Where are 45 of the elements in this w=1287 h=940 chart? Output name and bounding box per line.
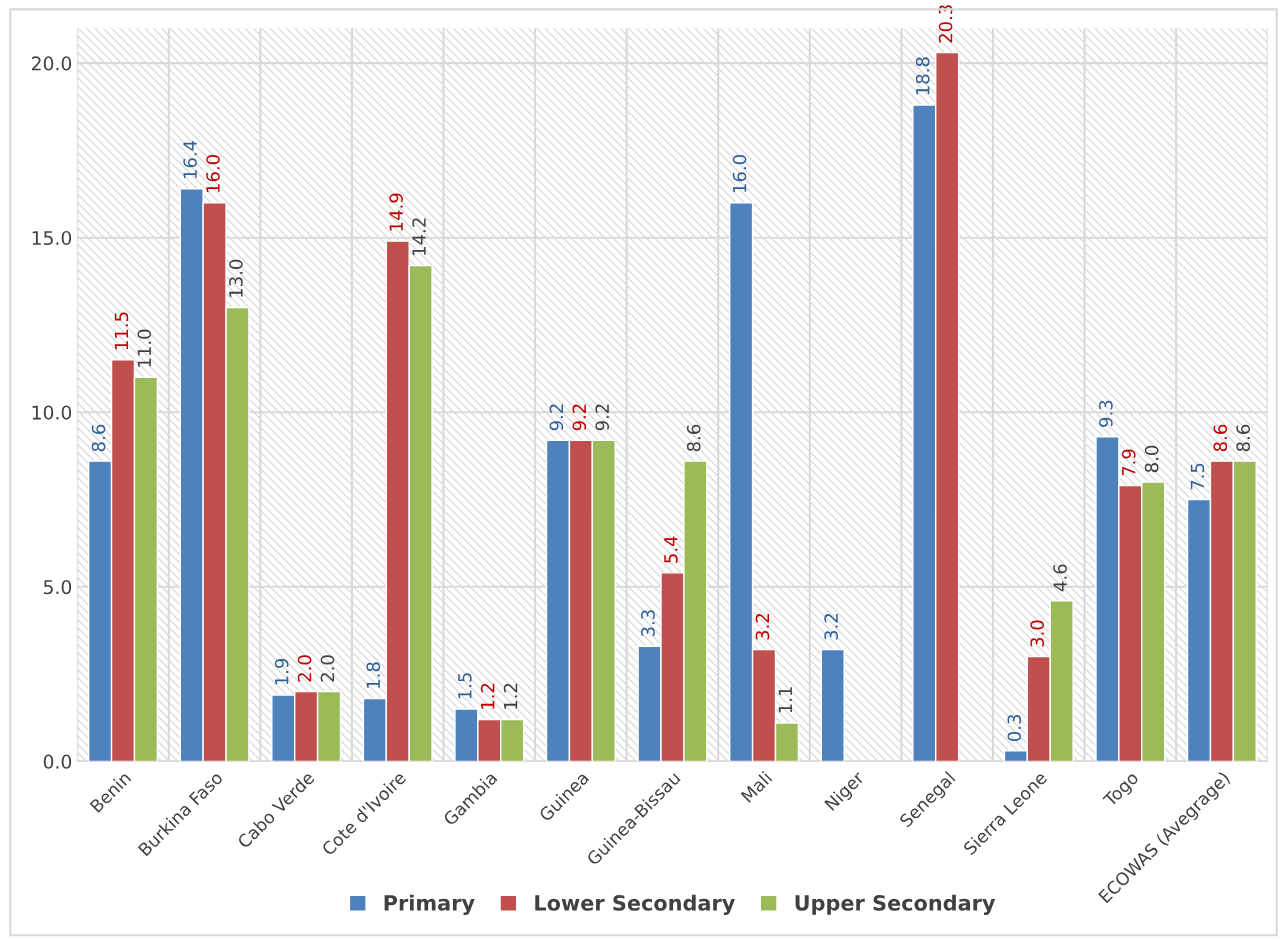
y-tick-label: 10.0: [32, 405, 72, 420]
data-label: 7.5: [1190, 463, 1205, 490]
legend-label: Primary: [384, 894, 475, 915]
data-label: 16.4: [183, 140, 197, 179]
data-label: 20.3: [938, 5, 953, 43]
y-tick-label: 20.0: [31, 56, 72, 71]
data-label: 2.0: [320, 655, 335, 682]
data-label: 2.0: [297, 655, 312, 682]
data-label: 18.8: [915, 57, 930, 95]
data-label: 13.0: [229, 259, 243, 297]
data-label: 9.2: [595, 404, 610, 431]
bar: [820, 648, 845, 762]
data-label: 3.3: [641, 610, 655, 637]
data-label: 16.0: [732, 155, 747, 193]
data-label: 3.2: [755, 614, 770, 640]
data-label: 8.6: [91, 424, 106, 452]
data-label: 11.0: [137, 329, 152, 367]
data-label: 8.6: [686, 424, 701, 452]
data-label: 3.2: [824, 614, 838, 640]
y-tick-label: 15.0: [32, 230, 72, 246]
data-label: 9.2: [549, 404, 564, 431]
data-label: 16.0: [206, 155, 220, 193]
data-label: 1.2: [503, 683, 518, 709]
data-label: 9.3: [1099, 400, 1113, 427]
data-label: 1.8: [366, 662, 381, 688]
data-label: 1.1: [778, 687, 792, 713]
data-label: 7.9: [1121, 449, 1136, 476]
data-label: 4.6: [1053, 564, 1067, 592]
data-label: 8.6: [1213, 424, 1228, 452]
data-label: 8.6: [1236, 424, 1251, 452]
legend-label: Upper Secondary: [795, 894, 996, 915]
data-label: 14.9: [389, 193, 403, 231]
data-label: 1.9: [274, 658, 289, 685]
data-label: 1.5: [458, 673, 472, 699]
data-label: 8.0: [1144, 445, 1159, 473]
data-label: 11.5: [114, 312, 129, 350]
data-label: 14.2: [412, 218, 426, 255]
data-label: 0.3: [1007, 714, 1022, 742]
data-label: 5.4: [664, 536, 678, 563]
y-tick-label: 5.0: [43, 580, 72, 595]
y-tick-label: 0.0: [43, 754, 72, 769]
data-label: 1.2: [480, 683, 495, 709]
data-label: 9.2: [572, 404, 587, 431]
data-label: 3.0: [1030, 620, 1044, 647]
legend-label: Lower Secondary: [535, 894, 735, 915]
